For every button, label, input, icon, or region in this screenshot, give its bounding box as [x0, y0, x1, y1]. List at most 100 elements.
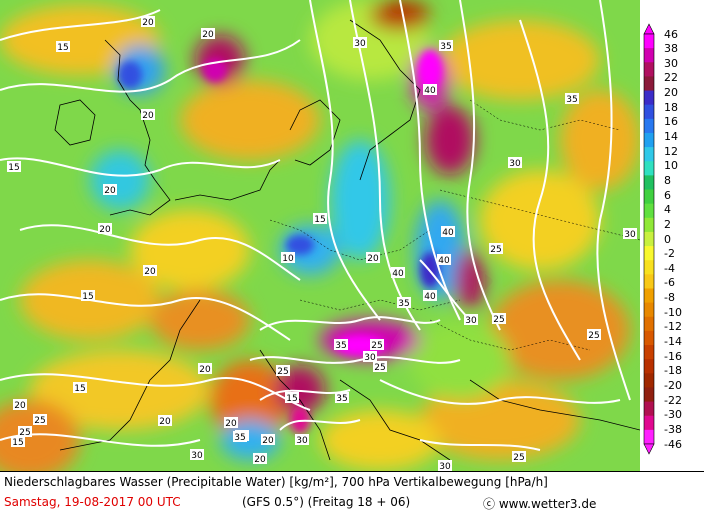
legend-swatch: [644, 302, 654, 318]
legend-swatch: [644, 260, 654, 275]
legend-label: 20: [664, 86, 678, 100]
svg-text:25: 25: [277, 367, 288, 377]
contour-label: 15: [313, 213, 327, 225]
svg-text:25: 25: [493, 315, 504, 325]
svg-text:15: 15: [82, 292, 93, 302]
svg-text:35: 35: [398, 299, 409, 309]
svg-text:35: 35: [566, 95, 577, 105]
legend-swatch: [644, 34, 654, 49]
svg-text:40: 40: [424, 292, 436, 302]
legend-label: -38: [664, 422, 682, 436]
svg-text:25: 25: [374, 363, 385, 373]
legend-swatch: [644, 429, 654, 445]
legend-label: 6: [664, 188, 671, 202]
contour-label: 35: [397, 297, 411, 309]
svg-text:35: 35: [335, 341, 346, 351]
svg-text:30: 30: [191, 451, 203, 461]
contour-label: 25: [489, 243, 503, 255]
svg-text:20: 20: [254, 455, 266, 465]
legend-label: -12: [664, 320, 682, 334]
contour-label: 20: [13, 399, 27, 411]
credit-link[interactable]: ⓒ www.wetter3.de: [483, 497, 597, 511]
legend-swatch: [644, 203, 654, 219]
contour-label: 30: [464, 314, 478, 326]
svg-text:15: 15: [8, 163, 19, 173]
contour-label: 20: [141, 16, 155, 28]
svg-text:20: 20: [99, 225, 111, 235]
legend-label: 2: [664, 217, 671, 231]
svg-text:20: 20: [202, 30, 214, 40]
legend-swatch: [644, 76, 654, 92]
legend-label: 12: [664, 144, 678, 158]
contour-label: 40: [441, 226, 455, 238]
svg-text:20: 20: [262, 436, 274, 446]
legend-swatch: [644, 345, 654, 360]
svg-text:15: 15: [57, 43, 68, 53]
svg-text:15: 15: [74, 384, 85, 394]
legend-swatch: [644, 288, 654, 304]
svg-text:30: 30: [364, 353, 376, 363]
svg-text:40: 40: [424, 86, 436, 96]
contour-label: 30: [363, 351, 377, 363]
contour-label: 35: [334, 339, 348, 351]
svg-text:25: 25: [19, 428, 30, 438]
weather-map: 20 15 20 20 15 20 20 25 20 15 20 15 30 35 40 35 30 40 15 10…: [0, 0, 640, 471]
legend-label: 22: [664, 71, 678, 85]
legend-arrow-bottom: [643, 443, 655, 455]
vertical-motion-field: [0, 0, 640, 471]
svg-text:20: 20: [14, 401, 26, 411]
svg-text:20: 20: [159, 417, 171, 427]
contour-label: 30: [508, 157, 522, 169]
map-title: Niederschlagbares Wasser (Precipitable W…: [4, 475, 548, 489]
legend-label: -30: [664, 408, 682, 422]
contour-label: 40: [437, 254, 451, 266]
contour-label: 20: [143, 265, 157, 277]
svg-text:30: 30: [296, 436, 308, 446]
legend-label: -8: [664, 291, 675, 305]
contour-label: 30: [295, 434, 309, 446]
contour-label: 20: [261, 434, 275, 446]
borders: [269, 99, 640, 351]
model-info: (GFS 0.5°) (Freitag 18 + 06): [242, 495, 411, 509]
legend-swatch: [644, 48, 654, 63]
legend-swatch: [644, 90, 654, 106]
contour-label: 15: [73, 382, 87, 394]
svg-text:30: 30: [439, 462, 451, 471]
svg-text:20: 20: [367, 254, 379, 264]
legend-arrow-top: [643, 23, 655, 35]
contour-label: 20: [253, 453, 267, 465]
svg-text:20: 20: [142, 18, 154, 28]
contour-label: 25: [373, 361, 387, 373]
svg-text:15: 15: [286, 394, 297, 404]
contour-label: 35: [565, 93, 579, 105]
svg-text:20: 20: [142, 111, 154, 121]
legend-label: -14: [664, 335, 682, 348]
svg-text:30: 30: [465, 316, 477, 326]
contour-label: 25: [492, 313, 506, 325]
legend-label: 8: [664, 173, 671, 187]
caption-bar: Niederschlagbares Wasser (Precipitable W…: [0, 471, 704, 514]
contour-label: 20: [158, 415, 172, 427]
legend-label: 10: [664, 159, 678, 173]
coastlines: [54, 19, 640, 461]
contour-label: 15: [11, 436, 25, 448]
svg-text:30: 30: [624, 230, 636, 240]
contour-label: 25: [18, 426, 32, 438]
legend-swatch: [644, 316, 654, 332]
svg-text:25: 25: [34, 416, 45, 426]
legend-swatch: [644, 231, 654, 247]
legend-label: 4: [664, 203, 671, 217]
svg-text:30: 30: [509, 159, 521, 169]
legend-swatch: [644, 189, 654, 205]
svg-text:40: 40: [442, 228, 454, 238]
legend-label: -46: [664, 437, 682, 451]
contour-label: 40: [423, 84, 437, 96]
svg-text:20: 20: [144, 267, 156, 277]
legend-label: -22: [664, 393, 682, 407]
contour-label: 30: [353, 37, 367, 49]
legend-swatch: [644, 147, 654, 162]
contour-label: 15: [81, 290, 95, 302]
legend-swatch: [644, 175, 654, 191]
contour-label: 20: [141, 109, 155, 121]
color-legend: [640, 0, 704, 471]
